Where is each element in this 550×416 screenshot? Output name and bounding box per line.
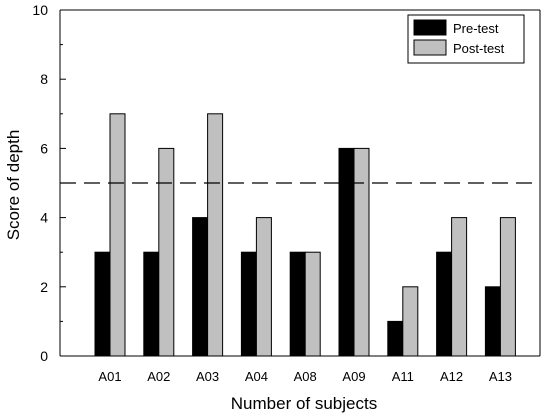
bar-pre-test-a03 <box>192 217 209 357</box>
axes-layer: A01 A02 A03 A04 A08 A09 A11 A12 A13 0 2 4 6 8 10 <box>32 2 541 384</box>
y-tick-label: 8 <box>40 71 48 87</box>
bar-pre-test-a12 <box>436 251 453 357</box>
y-tick-label: 10 <box>32 2 48 18</box>
bar-post-test-a03 <box>207 113 224 357</box>
legend-label-post-test: Post-test <box>453 41 505 56</box>
bar-pre-test-a11 <box>387 320 404 357</box>
bar-post-test-a08 <box>304 251 321 357</box>
x-tick-label: A01 <box>98 369 121 384</box>
bar-post-test-a02 <box>158 147 175 357</box>
bar-post-test-a12 <box>451 217 468 357</box>
x-tick-label: A09 <box>342 369 365 384</box>
x-tick-label: A12 <box>440 369 463 384</box>
bar-pre-test-a04 <box>240 251 257 357</box>
bar-post-test-a13 <box>499 217 516 357</box>
y-axis-label: Score of depth <box>4 130 23 241</box>
legend-swatch-pre-test <box>413 19 447 36</box>
x-tick-label: A13 <box>489 369 512 384</box>
y-tick-label: 2 <box>40 279 48 295</box>
bar-pre-test-a08 <box>289 251 306 357</box>
bar-pre-test-a02 <box>143 251 160 357</box>
bar-pre-test-a13 <box>484 286 501 357</box>
bar-post-test-a04 <box>255 217 272 357</box>
x-tick-label: A03 <box>196 369 219 384</box>
bars-layer <box>94 113 516 357</box>
bar-pre-test-a01 <box>94 251 111 357</box>
x-tick-label: A11 <box>392 369 414 384</box>
x-tick-label: A04 <box>245 369 268 384</box>
bar-post-test-a11 <box>402 286 419 357</box>
y-tick-label: 4 <box>40 210 48 226</box>
bar-post-test-a09 <box>353 147 370 357</box>
x-tick-label: A08 <box>294 369 317 384</box>
bar-pre-test-a09 <box>338 147 355 357</box>
legend: Pre-test Post-test <box>407 14 525 64</box>
y-tick-label: 6 <box>40 140 48 156</box>
x-axis-label: Number of subjects <box>231 394 377 413</box>
bar-post-test-a01 <box>109 113 126 357</box>
legend-swatch-post-test <box>413 39 447 56</box>
legend-label-pre-test: Pre-test <box>453 21 499 36</box>
y-tick-label: 0 <box>40 348 48 364</box>
x-tick-label: A02 <box>147 369 170 384</box>
